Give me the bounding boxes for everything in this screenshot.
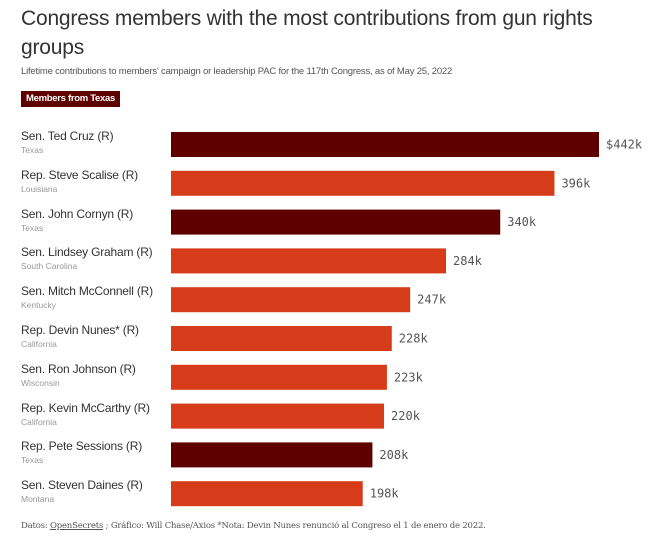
row-label: Sen. John Cornyn (R) Texas: [21, 207, 133, 233]
value-label: 284k: [453, 254, 483, 268]
bar: [171, 248, 447, 274]
member-state: Texas: [21, 455, 44, 466]
member-name: Sen. Mitch McConnell (R): [21, 284, 153, 299]
member-state: California: [21, 339, 57, 349]
member-state: Montana: [21, 494, 55, 505]
member-name: Rep. Steve Scalise (R): [21, 167, 138, 182]
member-state: Texas: [21, 145, 44, 155]
bar: [171, 481, 363, 507]
value-label: 228k: [399, 332, 429, 346]
value-label: 396k: [561, 176, 591, 190]
member-name: Rep. Kevin McCarthy (R): [21, 400, 150, 415]
source-link[interactable]: OpenSecrets: [49, 521, 104, 531]
row-label: Sen. Steven Daines (R) Montana: [21, 478, 143, 504]
member-state: Wisconsin: [21, 377, 60, 388]
row-label: Sen. Mitch McConnell (R) Kentucky: [21, 284, 153, 310]
value-label: 247k: [417, 293, 447, 307]
bar: [171, 326, 392, 351]
value-label: 220k: [391, 409, 421, 423]
member-state: Louisiana: [21, 183, 58, 194]
value-label: 208k: [379, 448, 409, 462]
bar: [171, 364, 387, 390]
row-label: Rep. Pete Sessions (R) Texas: [21, 439, 142, 465]
bar: [171, 287, 411, 313]
member-name: Sen. Ron Johnson (R): [21, 361, 136, 376]
member-state: Texas: [21, 222, 44, 233]
legend-texas: Members from Texas: [21, 91, 120, 107]
member-state: Kentucky: [21, 300, 56, 311]
member-name: Sen. Steven Daines (R): [21, 478, 143, 493]
row-label: Rep. Steve Scalise (R) Louisiana: [21, 168, 138, 194]
footer-data-prefix: Datos:: [21, 521, 50, 531]
chart-footer: Datos: OpenSecrets ; Gráfico: Will Chase…: [21, 521, 486, 531]
bar: [171, 403, 385, 429]
value-label: 198k: [370, 487, 400, 501]
bar: [171, 170, 555, 196]
member-state: California: [21, 416, 57, 427]
row-label: Sen. Ron Johnson (R) Wisconsin: [21, 362, 136, 388]
row-label: Rep. Devin Nunes* (R) California: [21, 323, 139, 349]
footer-credits: ; Gráfico: Will Chase/Axios *Nota: Devin…: [103, 521, 486, 531]
row-label: Sen. Ted Cruz (R) Texas: [21, 129, 114, 155]
bar: [171, 209, 501, 235]
chart-subtitle: Lifetime contributions to members' campa…: [21, 66, 453, 77]
member-name: Sen. John Cornyn (R): [21, 206, 134, 221]
chart-title: Congress members with the most contribut…: [21, 7, 593, 59]
member-name: Rep. Pete Sessions (R): [21, 439, 142, 454]
bar: [171, 442, 373, 468]
value-label: 223k: [394, 370, 424, 384]
member-name: Sen. Ted Cruz (R): [21, 129, 114, 143]
bar: [171, 132, 599, 157]
member-name: Rep. Devin Nunes* (R): [21, 323, 139, 337]
member-name: Sen. Lindsey Graham (R): [21, 245, 153, 260]
row-label: Rep. Kevin McCarthy (R) California: [21, 401, 150, 427]
value-label: $442k: [606, 138, 643, 152]
member-state: South Carolina: [21, 261, 78, 272]
value-label: 340k: [507, 215, 537, 229]
row-label: Sen. Lindsey Graham (R) South Carolina: [21, 245, 153, 272]
